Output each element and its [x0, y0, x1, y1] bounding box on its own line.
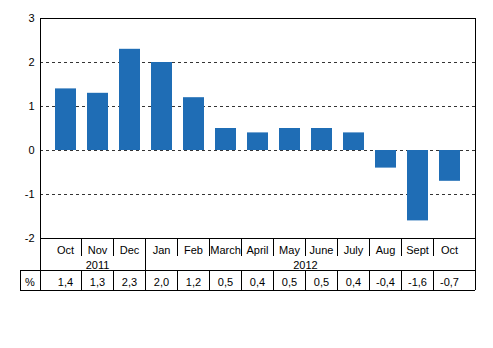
svg-text:2011: 2011: [86, 259, 110, 271]
svg-text:Feb: Feb: [184, 244, 203, 256]
svg-text:Oct: Oct: [441, 244, 458, 256]
svg-text:May: May: [279, 244, 300, 256]
svg-text:%: %: [25, 276, 35, 288]
svg-text:2012: 2012: [293, 259, 317, 271]
svg-text:July: July: [344, 244, 364, 256]
svg-text:Nov: Nov: [88, 244, 108, 256]
svg-text:Aug: Aug: [376, 244, 396, 256]
svg-text:-0,4: -0,4: [376, 276, 395, 288]
svg-text:March: March: [210, 244, 241, 256]
svg-text:-2: -2: [25, 232, 35, 244]
svg-text:0,5: 0,5: [314, 276, 329, 288]
svg-text:0,4: 0,4: [346, 276, 361, 288]
svg-text:-1: -1: [25, 188, 35, 200]
svg-text:June: June: [310, 244, 334, 256]
svg-text:1,4: 1,4: [58, 276, 73, 288]
svg-text:Jan: Jan: [153, 244, 171, 256]
svg-text:0: 0: [28, 144, 34, 156]
svg-text:2: 2: [28, 56, 34, 68]
svg-text:-1,6: -1,6: [408, 276, 427, 288]
svg-text:2,0: 2,0: [154, 276, 169, 288]
svg-text:0,5: 0,5: [282, 276, 297, 288]
svg-text:-0,7: -0,7: [440, 276, 459, 288]
svg-text:1,3: 1,3: [90, 276, 105, 288]
svg-text:Sept: Sept: [406, 244, 429, 256]
svg-text:3: 3: [28, 12, 34, 24]
svg-text:0,5: 0,5: [218, 276, 233, 288]
svg-text:1: 1: [28, 100, 34, 112]
svg-text:Oct: Oct: [57, 244, 74, 256]
svg-text:April: April: [246, 244, 268, 256]
svg-text:Dec: Dec: [120, 244, 140, 256]
svg-text:1,2: 1,2: [186, 276, 201, 288]
svg-text:0,4: 0,4: [250, 276, 265, 288]
svg-text:2,3: 2,3: [122, 276, 137, 288]
